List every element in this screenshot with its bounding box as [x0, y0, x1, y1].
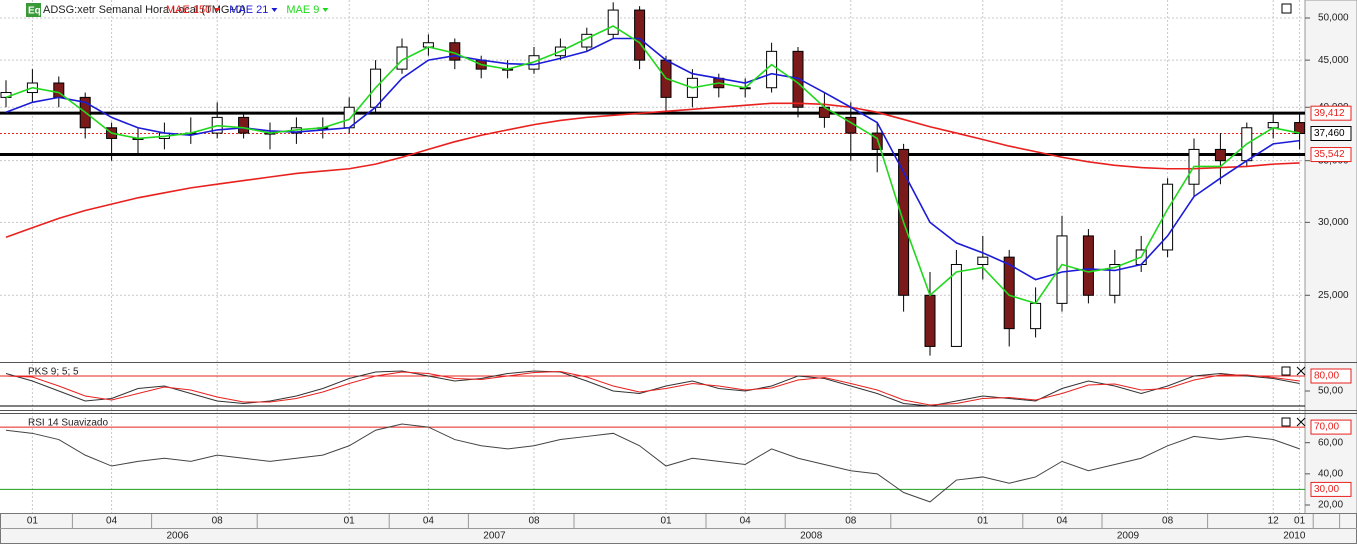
y-tick-label: 20,00 — [1318, 500, 1343, 511]
month-label: 04 — [1056, 516, 1068, 527]
maximize-button[interactable] — [1281, 366, 1291, 376]
candle-body — [871, 132, 883, 150]
month-label: 08 — [212, 516, 224, 527]
legend-entry[interactable]: MAE 150 — [166, 4, 211, 16]
month-label: 08 — [845, 516, 857, 527]
candle-body — [977, 256, 989, 265]
year-label: 2009 — [1117, 531, 1140, 542]
year-label: 2006 — [166, 531, 189, 542]
year-label: 2007 — [483, 531, 506, 542]
candle-body — [1109, 263, 1121, 296]
month-label: 08 — [1162, 516, 1174, 527]
y-tick-label: 25,000 — [1318, 290, 1349, 301]
month-label: 01 — [1294, 516, 1306, 527]
candle-body — [1003, 256, 1015, 330]
month-label: 01 — [977, 516, 989, 527]
month-label: 04 — [423, 516, 435, 527]
level-label-box — [1310, 126, 1352, 142]
indicator-line — [5, 423, 1300, 503]
level-label: 35,542 — [1314, 149, 1345, 160]
month-label: 04 — [106, 516, 118, 527]
pane-title: RSI 14 Suavizado — [28, 418, 108, 429]
y-tick-label: 30,000 — [1318, 217, 1349, 228]
month-label: 04 — [740, 516, 752, 527]
candle-body — [1056, 235, 1068, 304]
month-label: 12 — [1268, 516, 1280, 527]
plot-area — [0, 0, 1305, 514]
candle-body — [950, 263, 962, 347]
symbol-title: ADSG:xetr Semanal Hora Local (TMG+0) — [43, 4, 246, 16]
level-label: 70,00 — [1314, 422, 1339, 433]
level-label-box — [1310, 481, 1352, 497]
candle-body — [1294, 122, 1305, 135]
candle-body — [924, 294, 936, 347]
indicator-line — [5, 25, 1300, 305]
legend-dropdown[interactable] — [271, 8, 278, 12]
indicator-line — [5, 37, 1300, 281]
legend-entry[interactable]: MAE 9 — [286, 4, 319, 16]
month-label: 08 — [528, 516, 540, 527]
y-tick-label: 40,00 — [1318, 468, 1343, 479]
y-tick-label: 45,000 — [1318, 55, 1349, 66]
candle-body — [449, 42, 461, 61]
candle-body — [607, 9, 619, 35]
candle-body — [238, 116, 250, 134]
year-label: 2008 — [800, 531, 823, 542]
y-tick-label: 50,00 — [1318, 386, 1343, 397]
candle-body — [766, 50, 778, 89]
maximize-button[interactable] — [1281, 417, 1291, 427]
level-label-box — [1310, 368, 1352, 384]
level-label: 30,00 — [1314, 484, 1339, 495]
legend-entry[interactable]: MAE 21 — [229, 4, 268, 16]
level-label: 37,460 — [1314, 128, 1345, 139]
badge — [26, 3, 41, 17]
legend-dropdown[interactable] — [214, 8, 221, 12]
indicator-line — [5, 102, 1300, 239]
level-label-box — [1310, 147, 1352, 163]
candle-body — [1030, 302, 1042, 330]
level-label: 39,412 — [1314, 108, 1345, 119]
level-label-box — [1310, 419, 1352, 435]
legend-dropdown[interactable] — [322, 8, 329, 12]
y-tick-label: 50,000 — [1318, 13, 1349, 24]
overlay: Eq ADSG:xetr Semanal Hora Local (TMG+0) … — [0, 3, 1357, 544]
month-label: 01 — [27, 516, 39, 527]
candle-body — [1082, 235, 1094, 296]
level-label: 80,00 — [1314, 371, 1339, 382]
year-label: 2010 — [1283, 531, 1306, 542]
month-label: 01 — [344, 516, 356, 527]
level-label-box — [1310, 105, 1352, 121]
badge-text: Eq — [28, 6, 41, 17]
close-button[interactable] — [1296, 417, 1306, 427]
maximize-button[interactable] — [1281, 3, 1292, 14]
candle-body — [1214, 148, 1226, 162]
close-button[interactable] — [1296, 366, 1306, 376]
month-label: 01 — [660, 516, 672, 527]
y-tick-label: 60,00 — [1318, 437, 1343, 448]
pane-title: PKS 9; 5; 5 — [28, 367, 79, 378]
indicator-line — [5, 370, 1300, 406]
candle-body — [634, 9, 646, 61]
